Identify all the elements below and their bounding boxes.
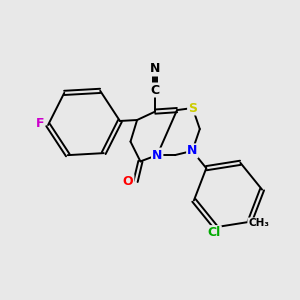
Text: N: N (152, 148, 162, 162)
Text: CH₃: CH₃ (248, 218, 269, 228)
Text: O: O (123, 175, 134, 188)
Text: S: S (188, 101, 197, 115)
Text: N: N (187, 144, 197, 158)
Text: F: F (35, 117, 44, 130)
Text: N: N (150, 62, 160, 76)
Text: Cl: Cl (208, 226, 221, 239)
Text: C: C (151, 83, 160, 97)
